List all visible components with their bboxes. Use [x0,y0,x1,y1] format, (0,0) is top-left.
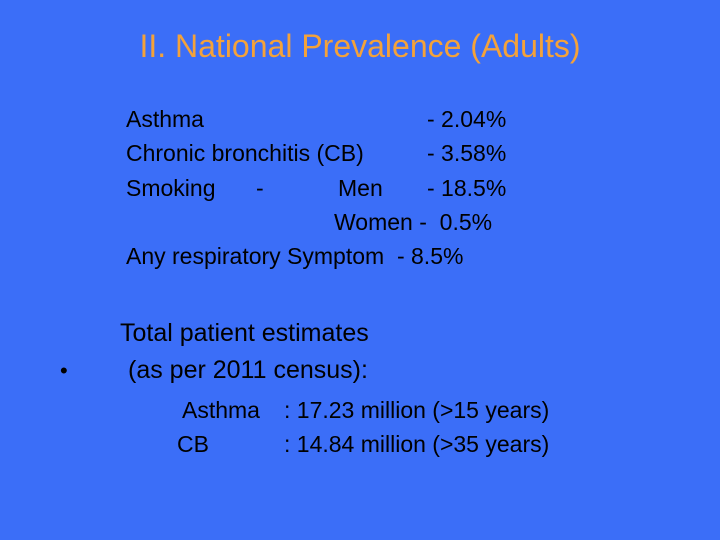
smoking-women-row: Women - 0.5% [334,209,493,235]
smoking-dash: - [256,175,264,201]
chronic-bronchitis-label: Chronic bronchitis (CB) [126,140,364,166]
any-respiratory-symptom-row: Any respiratory Symptom - 8.5% [126,243,464,269]
asthma-value: - 2.04% [427,106,507,132]
estimate-asthma-value: : 17.23 million (>15 years) [284,397,550,423]
asthma-label: Asthma [126,106,204,132]
estimates-heading-line2: (as per 2011 census): [128,356,368,384]
estimate-cb-value: : 14.84 million (>35 years) [284,431,550,457]
smoking-men-value: - 18.5% [427,175,507,201]
estimate-cb-label: CB [177,431,209,457]
bullet-icon: • [60,358,68,383]
smoking-men-label: Men [338,175,383,201]
estimates-heading-line1: Total patient estimates [120,319,369,347]
smoking-label: Smoking [126,175,216,201]
chronic-bronchitis-value: - 3.58% [427,140,507,166]
slide-title: II. National Prevalence (Adults) [139,28,581,64]
estimate-asthma-label: Asthma [182,397,260,423]
